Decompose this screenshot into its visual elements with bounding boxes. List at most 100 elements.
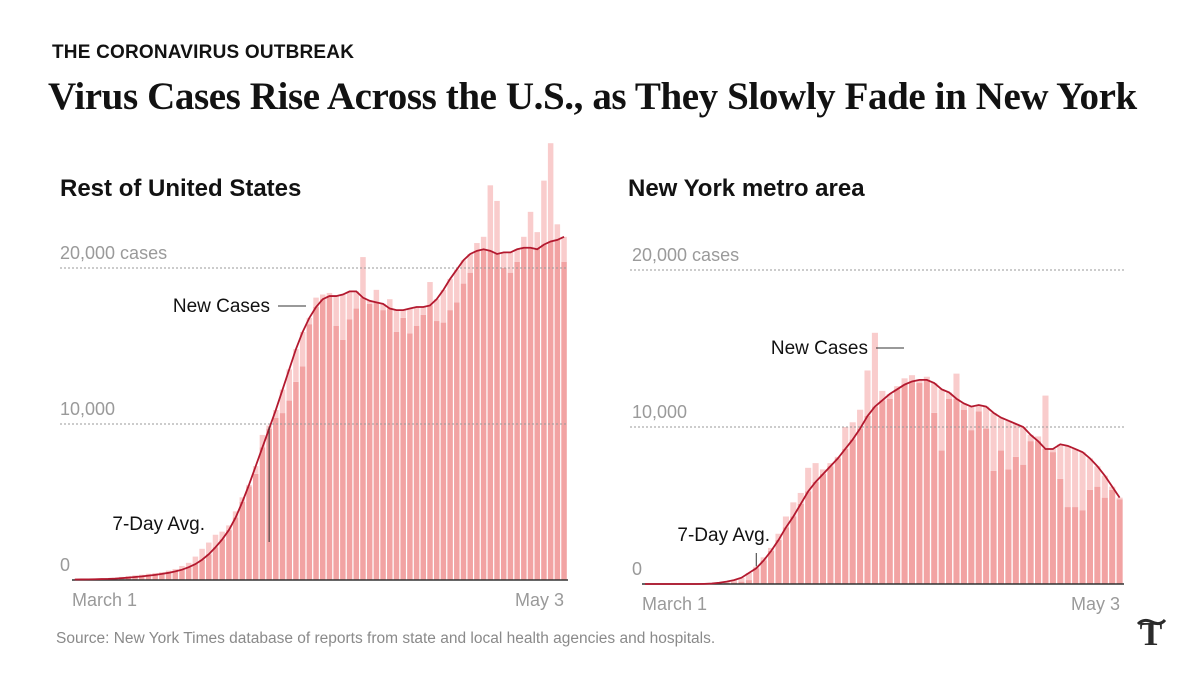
bar bbox=[561, 261, 567, 580]
bar bbox=[768, 551, 775, 584]
avg-fill bbox=[299, 331, 306, 367]
bar bbox=[990, 470, 997, 584]
bar bbox=[306, 324, 313, 580]
avg-fill bbox=[1012, 423, 1019, 457]
avg-fill bbox=[938, 389, 945, 451]
avg-fill bbox=[393, 310, 400, 332]
avg-fill bbox=[333, 296, 339, 326]
bar bbox=[745, 580, 752, 584]
bar-excess bbox=[474, 243, 480, 251]
bar bbox=[467, 272, 473, 580]
bar-excess bbox=[212, 534, 219, 548]
avg-fill bbox=[1116, 497, 1123, 500]
bar-excess bbox=[541, 180, 547, 245]
avg-fill bbox=[1079, 452, 1086, 511]
bar bbox=[1049, 452, 1056, 584]
x-tick-label: March 1 bbox=[642, 594, 707, 614]
bar bbox=[879, 400, 886, 584]
bar bbox=[738, 581, 745, 584]
bar-excess bbox=[259, 434, 266, 448]
bar-excess bbox=[145, 573, 152, 576]
bar bbox=[547, 241, 554, 581]
avg-fill bbox=[1005, 420, 1012, 470]
avg-fill bbox=[440, 289, 447, 323]
bar bbox=[534, 249, 540, 580]
avg-fill bbox=[400, 310, 406, 318]
bar bbox=[1094, 486, 1101, 584]
y-tick-label: 10,000 bbox=[60, 399, 115, 419]
chart-new-york-metro: New York metro area 0 10,000 20,000 cases Ma… bbox=[628, 175, 1124, 614]
bar bbox=[514, 261, 520, 580]
annotation-new-cases: New Cases bbox=[771, 338, 868, 359]
bar bbox=[433, 321, 440, 580]
bar-excess bbox=[908, 375, 916, 382]
avg-fill bbox=[447, 278, 453, 311]
bar bbox=[916, 383, 923, 584]
bar bbox=[1101, 497, 1108, 584]
chart-title: New York metro area bbox=[628, 175, 865, 202]
bar bbox=[125, 577, 132, 580]
avg-fill bbox=[730, 580, 738, 583]
bar bbox=[165, 572, 172, 580]
avg-fill bbox=[507, 252, 514, 273]
bar-excess bbox=[849, 422, 856, 440]
bar bbox=[871, 406, 878, 584]
bar-excess bbox=[360, 257, 366, 298]
bar-excess bbox=[494, 200, 500, 254]
bar bbox=[946, 398, 953, 584]
bar bbox=[159, 573, 165, 580]
bar-excess bbox=[521, 236, 527, 248]
bar-excess bbox=[206, 542, 212, 555]
bar bbox=[857, 428, 864, 584]
avg-fill bbox=[346, 291, 353, 320]
bar bbox=[346, 319, 353, 580]
bar-excess bbox=[232, 511, 239, 518]
bar bbox=[239, 502, 246, 580]
bar-excess bbox=[827, 463, 834, 467]
bar bbox=[474, 250, 480, 580]
avg-fill bbox=[738, 577, 745, 582]
avg-fill bbox=[306, 317, 313, 325]
avg-fill bbox=[413, 307, 420, 326]
x-tick-label: March 1 bbox=[72, 590, 137, 610]
bar bbox=[246, 486, 252, 580]
avg-fill bbox=[1072, 448, 1079, 508]
bar bbox=[782, 527, 789, 584]
avg-line bbox=[645, 379, 1121, 585]
y-tick-label: 20,000 cases bbox=[60, 243, 167, 263]
bar bbox=[340, 339, 346, 580]
avg-fill bbox=[1094, 466, 1101, 487]
kicker: THE CORONAVIRUS OUTBREAK bbox=[52, 42, 355, 63]
bar bbox=[760, 560, 767, 584]
avg-fill bbox=[931, 383, 938, 413]
bar bbox=[1020, 464, 1027, 584]
y-tick-label: 20,000 cases bbox=[632, 245, 739, 265]
x-tick-label: May 3 bbox=[1071, 594, 1120, 614]
bar bbox=[500, 268, 507, 580]
bar-excess bbox=[871, 332, 878, 407]
bar bbox=[975, 411, 982, 584]
bar bbox=[834, 458, 841, 584]
bar bbox=[775, 540, 782, 584]
bar-excess bbox=[487, 185, 494, 251]
bar-excess bbox=[782, 516, 789, 528]
avg-fill bbox=[293, 349, 299, 382]
bar-excess bbox=[879, 390, 886, 401]
bar-excess bbox=[790, 502, 797, 517]
bar bbox=[212, 547, 219, 580]
bar bbox=[118, 578, 125, 580]
avg-fill bbox=[990, 412, 997, 471]
bar-excess bbox=[805, 467, 812, 492]
bar bbox=[487, 250, 494, 580]
svg-text:T: T bbox=[1140, 616, 1163, 653]
avg-fill bbox=[997, 417, 1005, 451]
bar bbox=[179, 569, 185, 580]
avg-fill bbox=[983, 406, 990, 429]
bar-excess bbox=[387, 299, 393, 309]
bar bbox=[901, 384, 908, 584]
bar bbox=[849, 439, 856, 584]
bar-excess bbox=[842, 427, 849, 449]
bar-excess bbox=[554, 224, 561, 240]
bar bbox=[1079, 510, 1086, 584]
bar-excess bbox=[226, 525, 232, 531]
